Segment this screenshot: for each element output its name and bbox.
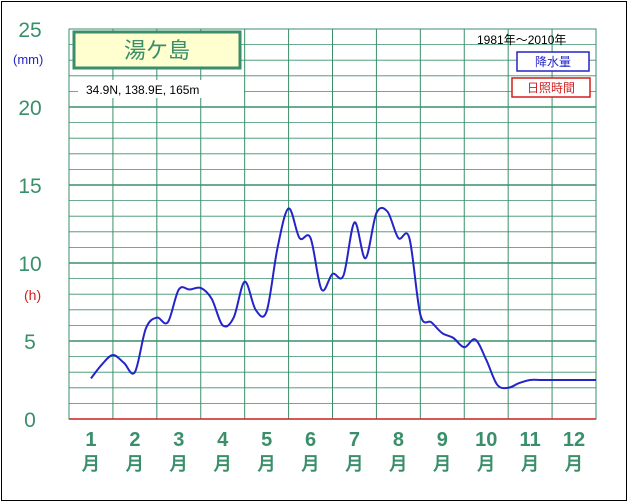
month-label: 12 [563,429,585,451]
y-tick-label: 0 [24,409,36,432]
y-tick-label: 10 [18,253,41,276]
sunshine-unit-label: (h) [24,287,41,303]
month-suffix-label: 月 [520,454,539,475]
month-label: 7 [349,429,360,451]
month-suffix-label: 月 [257,454,276,475]
month-suffix-label: 月 [476,454,495,475]
month-label: 1 [85,429,96,451]
month-suffix-label: 月 [432,454,451,475]
month-label: 6 [305,429,316,451]
legend-sunshine-box [511,77,591,98]
title-box [72,30,242,70]
month-suffix-label: 月 [301,454,320,475]
month-label: 8 [393,429,404,451]
month-label: 11 [520,429,541,451]
month-suffix-label: 月 [344,454,363,475]
month-suffix-label: 月 [213,454,232,475]
month-label: 9 [437,429,448,451]
y-tick-label: 25 [18,19,41,42]
series-layer [90,206,596,390]
location-box [78,80,244,98]
location-info: 34.9N, 138.9E, 165m [86,83,199,97]
y-tick-label: 5 [24,331,36,354]
legend-precip-box [516,51,590,72]
precip-unit-label: (mm) [13,52,43,67]
y-tick-label: 15 [18,175,41,198]
month-suffix-label: 月 [388,454,407,475]
month-suffix-label: 月 [564,454,583,475]
month-suffix-label: 月 [125,454,144,475]
month-suffix-label: 月 [81,454,100,475]
month-label: 2 [129,429,140,451]
chart-title: 湯ケ島 [124,39,190,64]
legend-sunshine-label: 日照時間 [527,81,575,95]
month-label: 3 [173,429,184,451]
month-label: 4 [217,429,229,451]
month-label: 5 [261,429,272,451]
month-label: 10 [475,429,497,451]
period-text: 1981年〜2010年 [477,33,566,47]
month-suffix-label: 月 [169,454,188,475]
y-tick-label: 20 [18,97,41,120]
legend-precip-label: 降水量 [535,55,571,69]
axis-labels: 0 5 10 15 20 25 1 月 2 月 3 月 4 月 5 月 6 月 7 月 8 月 9 月 10 月 11 月 12 月 [18,19,585,475]
series-line-precip [90,206,596,390]
